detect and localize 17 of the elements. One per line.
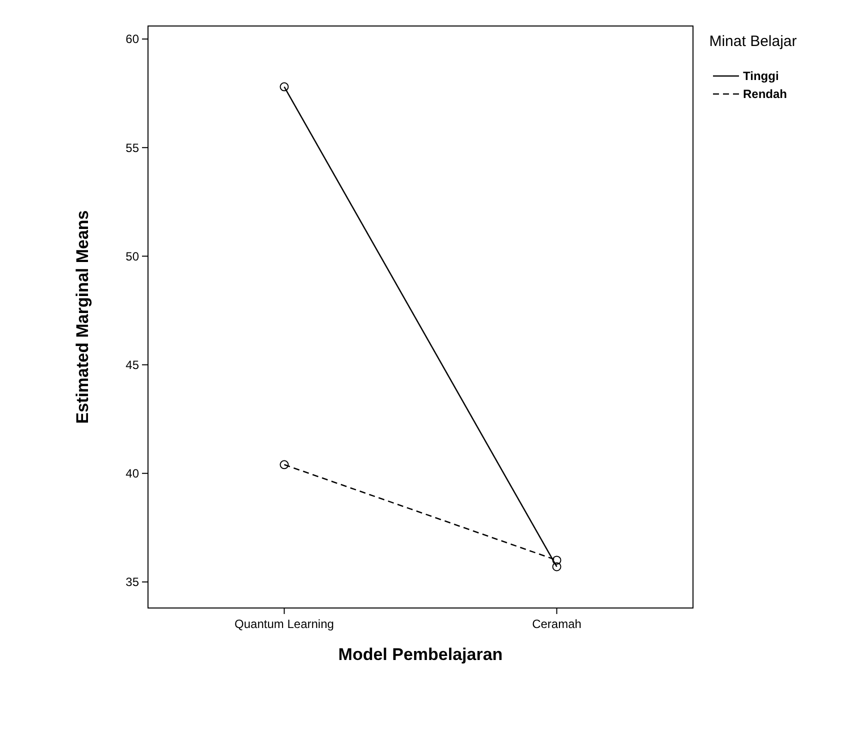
y-tick-label: 50 <box>126 249 140 264</box>
y-axis-title: Estimated Marginal Means <box>73 210 92 424</box>
point <box>552 562 562 572</box>
y-tick-label: 35 <box>126 575 140 590</box>
x-tick-label: Ceramah <box>532 617 582 631</box>
x-tick-label: Quantum Learning <box>234 617 334 631</box>
y-tick-label: 60 <box>126 32 140 46</box>
point <box>280 82 289 92</box>
x-axis-title: Model Pembelajaran <box>338 645 503 664</box>
legend-title: Minat Belajar <box>709 33 797 50</box>
legend-label: Tinggi <box>743 69 779 84</box>
y-tick-label: 45 <box>126 358 140 372</box>
y-tick-label: 40 <box>126 466 140 481</box>
legend-label: Rendah <box>743 87 788 102</box>
point <box>280 460 289 470</box>
point <box>552 556 562 565</box>
y-tick-label: 55 <box>126 140 140 155</box>
